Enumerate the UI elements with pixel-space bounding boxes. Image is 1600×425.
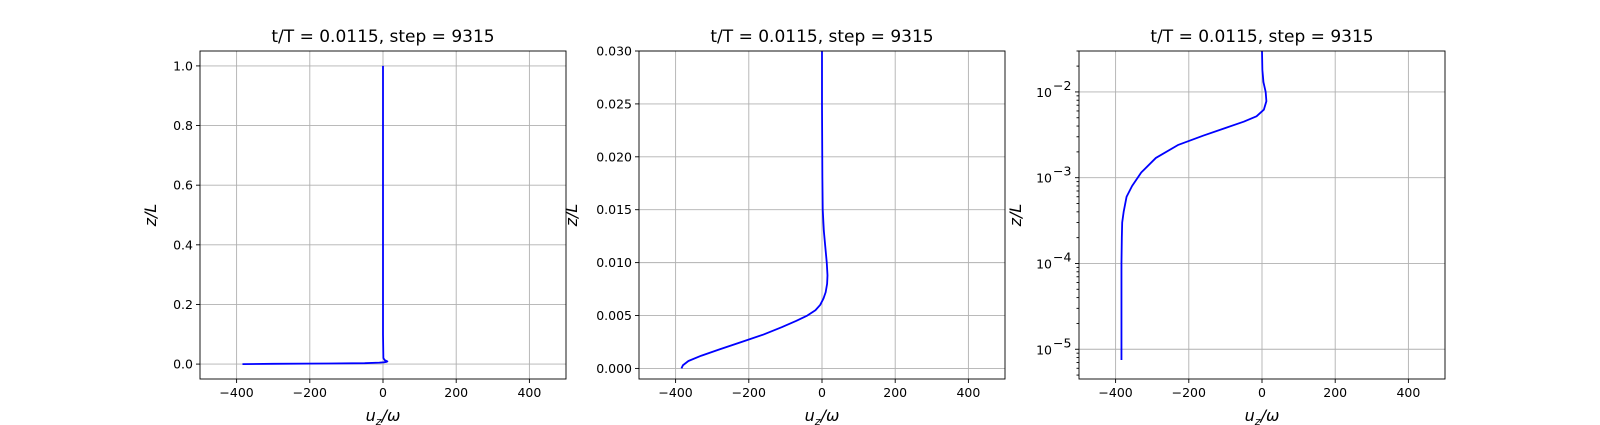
subplot-1-linear: −400 −200 0 200 400 0.0 0.2 0.4 0.6 0.8 1.0 t/T = 0… — [141, 27, 567, 425]
y-tick-label: 0.0 — [173, 357, 193, 372]
x-axis-label: uz/ω — [805, 406, 840, 425]
x-tick-label: −200 — [732, 385, 766, 400]
y-tick-label: 0.8 — [173, 118, 193, 133]
y-tick-exponent: −5 — [1053, 335, 1071, 350]
x-tick-label: −200 — [293, 385, 327, 400]
y-tick-label: 0.030 — [596, 44, 632, 59]
y-tick-label: 10 — [1036, 171, 1052, 186]
y-tick-label: 0.2 — [173, 297, 193, 312]
x-tick-label: 200 — [883, 385, 907, 400]
y-tick-label: 0.6 — [173, 178, 193, 193]
y-tick-label: 10 — [1036, 342, 1052, 357]
y-tick-label: 0.005 — [596, 308, 632, 323]
y-tick-label: 0.020 — [596, 149, 632, 164]
y-axis-label: z/L — [141, 204, 160, 228]
y-tick-label: 0.015 — [596, 202, 632, 217]
x-tick-label: 0 — [379, 385, 387, 400]
y-tick-exponent: −4 — [1053, 249, 1071, 264]
x-tick-label: −400 — [219, 385, 253, 400]
y-tick-label: 1.0 — [173, 58, 193, 73]
y-axis-label: z/L — [1006, 204, 1025, 228]
x-tick-label: 0 — [818, 385, 826, 400]
y-axis-label: z/L — [562, 204, 581, 228]
y-tick-label: 10 — [1036, 256, 1052, 271]
y-tick-exponent: −3 — [1053, 164, 1071, 179]
profile-line — [242, 65, 389, 365]
y-tick-label: 0.025 — [596, 96, 632, 111]
profile-line — [1120, 50, 1268, 360]
x-tick-label: −200 — [1172, 385, 1206, 400]
x-tick-label: 200 — [444, 385, 468, 400]
x-tick-label: 200 — [1323, 385, 1347, 400]
y-tick-label: 0.010 — [596, 255, 632, 270]
x-axis-label: uz/ω — [366, 406, 401, 425]
x-tick-label: 400 — [517, 385, 541, 400]
x-tick-label: −400 — [658, 385, 692, 400]
subplot-2-zoom: −400 −200 0 200 400 0.000 0.005 0.010 0.015 0.020… — [562, 27, 1006, 425]
profile-line — [680, 51, 829, 369]
x-tick-label: 0 — [1258, 385, 1266, 400]
chart-title: t/T = 0.0115, step = 9315 — [271, 27, 494, 47]
y-tick-label: 10 — [1036, 85, 1052, 100]
x-tick-label: −400 — [1098, 385, 1132, 400]
chart-title: t/T = 0.0115, step = 9315 — [710, 27, 933, 47]
y-tick-exponent: −2 — [1053, 78, 1071, 93]
x-tick-label: 400 — [1396, 385, 1420, 400]
x-axis-label: uz/ω — [1245, 406, 1280, 425]
y-tick-label: 0.000 — [596, 361, 632, 376]
chart-title: t/T = 0.0115, step = 9315 — [1150, 27, 1373, 47]
x-tick-label: 400 — [956, 385, 980, 400]
y-tick-label: 0.4 — [173, 237, 193, 252]
